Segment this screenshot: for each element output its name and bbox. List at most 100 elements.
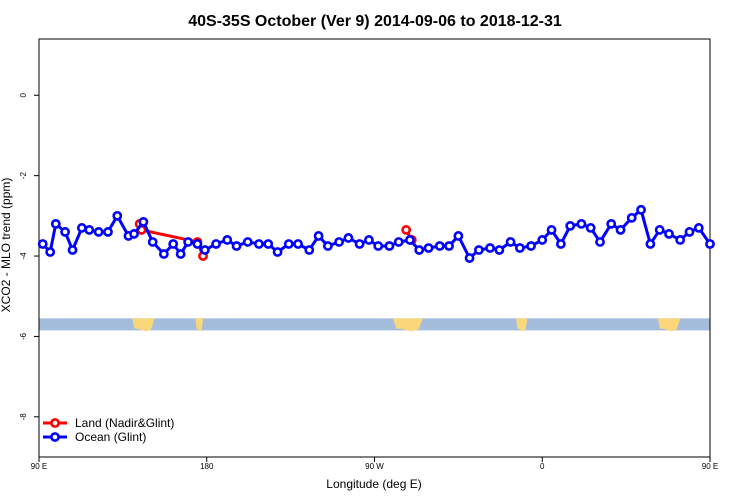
x-tick-label: 180 — [200, 462, 214, 471]
data-point — [494, 245, 505, 255]
land-patch — [393, 318, 423, 332]
data-point — [254, 239, 264, 249]
data-point — [242, 237, 253, 247]
data-point — [645, 239, 656, 249]
data-point — [654, 225, 665, 235]
data-point — [158, 249, 169, 259]
series-ocean — [37, 204, 715, 263]
data-point — [473, 245, 484, 255]
y-axis: 0 -2 -4 -6 -8 — [19, 92, 39, 420]
legend-label: Land (Nadir&Glint) — [75, 416, 174, 430]
data-point — [175, 249, 186, 259]
data-point — [313, 231, 324, 241]
data-point — [384, 241, 395, 251]
data-point — [168, 239, 179, 249]
data-point — [636, 204, 646, 215]
legend-label: Ocean (Glint) — [75, 430, 146, 444]
data-point — [576, 218, 587, 229]
chart-title: 40S-35S October (Ver 9) 2014-09-06 to 20… — [188, 13, 562, 30]
data-point — [304, 245, 315, 255]
data-point — [147, 237, 158, 247]
series-layer — [37, 204, 715, 263]
data-point — [664, 229, 674, 239]
x-tick-label: 0 — [540, 462, 545, 471]
data-point — [37, 239, 48, 249]
data-point — [343, 233, 354, 243]
land-patch — [516, 318, 528, 332]
data-point — [526, 241, 536, 251]
data-point — [334, 237, 344, 247]
data-point — [693, 223, 704, 233]
data-point — [434, 241, 445, 251]
data-point — [405, 235, 415, 245]
legend-marker — [50, 418, 60, 428]
data-point — [263, 239, 274, 249]
data-point — [129, 229, 139, 239]
data-point — [565, 220, 576, 231]
data-point — [615, 225, 626, 235]
data-point — [414, 245, 425, 255]
data-point — [485, 243, 495, 253]
data-point — [138, 216, 149, 227]
data-point — [423, 243, 434, 253]
data-point — [67, 245, 78, 255]
data-point — [505, 237, 516, 247]
legend: Land (Nadir&Glint)Ocean (Glint) — [43, 416, 174, 444]
land-band — [39, 318, 710, 332]
data-point — [50, 218, 61, 229]
data-point — [45, 247, 56, 257]
y-tick-label: 0 — [19, 92, 28, 97]
data-point — [103, 227, 113, 237]
data-point — [606, 218, 617, 229]
data-point — [684, 227, 695, 237]
data-point — [76, 223, 87, 233]
data-point — [373, 241, 384, 251]
data-point — [514, 243, 525, 253]
legend-marker — [50, 432, 60, 442]
data-point — [231, 241, 242, 251]
data-point — [60, 227, 70, 237]
x-tick-label: 90 W — [365, 462, 384, 471]
data-point — [675, 235, 686, 245]
data-point — [626, 212, 637, 223]
x-axis: 90 E 180 90 W 0 90 E — [31, 457, 718, 471]
data-point — [464, 253, 475, 263]
data-point — [293, 239, 303, 249]
data-point — [199, 245, 210, 255]
data-point — [283, 239, 294, 249]
data-point — [112, 210, 123, 221]
data-point — [537, 235, 548, 245]
x-axis-label: Longitude (deg E) — [326, 477, 421, 491]
y-tick-label: -2 — [19, 172, 28, 180]
land-patch — [195, 318, 204, 332]
y-tick-label: -6 — [19, 332, 28, 340]
data-point — [444, 241, 454, 251]
data-point — [183, 237, 194, 247]
ocean-band — [39, 318, 710, 331]
data-point — [364, 235, 374, 245]
data-point — [323, 241, 333, 251]
data-point — [84, 225, 95, 235]
x-tick-label: 90 E — [31, 462, 47, 471]
data-point — [222, 235, 233, 245]
data-point — [595, 237, 605, 247]
data-point — [192, 239, 203, 249]
data-point — [211, 239, 221, 249]
y-tick-label: -8 — [19, 413, 28, 421]
data-point — [585, 223, 596, 233]
data-point — [393, 237, 404, 247]
series-line — [41, 208, 712, 260]
data-point — [453, 231, 464, 241]
x-tick-label: 90 E — [702, 462, 718, 471]
data-point — [401, 225, 412, 235]
data-point — [354, 239, 365, 249]
y-tick-label: -4 — [19, 252, 28, 260]
data-point — [546, 225, 557, 235]
data-point — [555, 239, 566, 249]
y-axis-label: XCO2 - MLO trend (ppm) — [0, 178, 13, 313]
data-point — [272, 247, 283, 257]
land-patch — [657, 318, 681, 332]
data-point — [93, 227, 104, 237]
data-point — [705, 239, 715, 249]
